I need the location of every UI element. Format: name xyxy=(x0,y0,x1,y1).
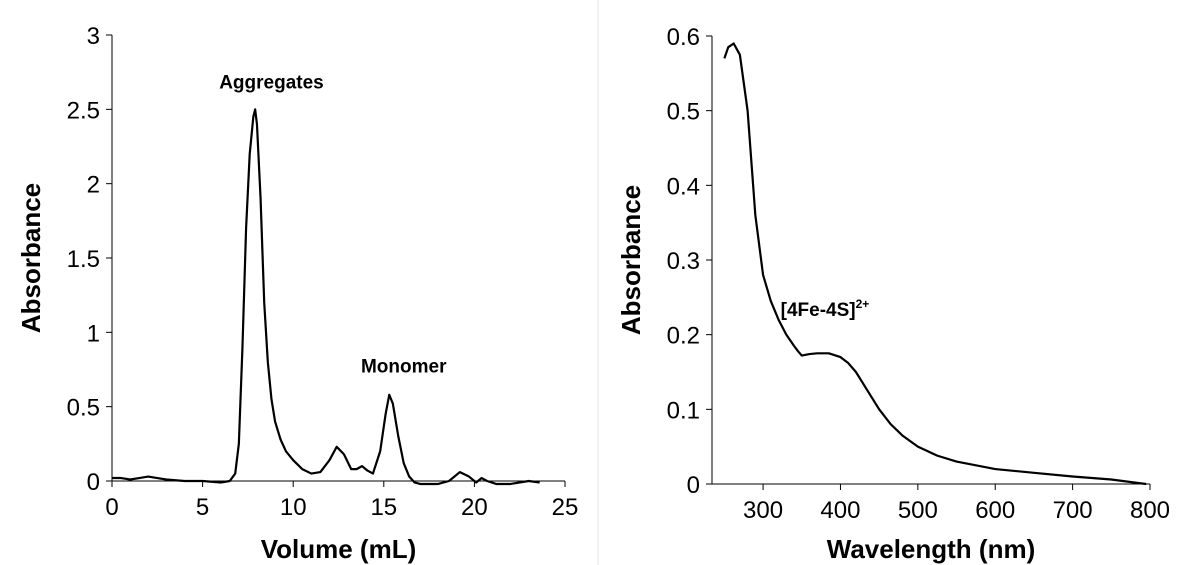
y-tick-label: 2 xyxy=(87,172,100,199)
y-tick-label: 2.5 xyxy=(67,97,100,124)
y-tick-label: 0.5 xyxy=(667,99,700,126)
x-tick-label: 400 xyxy=(820,497,860,524)
x-tick-label: 20 xyxy=(461,494,488,521)
x-tick-label: 700 xyxy=(1053,497,1093,524)
annotation-text: Monomer xyxy=(361,356,447,377)
x-axis-title: Wavelength (nm) xyxy=(827,534,1035,564)
y-tick-label: 0.2 xyxy=(667,323,700,350)
y-tick-label: 0.3 xyxy=(667,248,700,275)
y-tick-label: 0.1 xyxy=(667,397,700,424)
y-axis-title: Absorbance xyxy=(16,183,46,333)
annotation: [4Fe-4S]2+ xyxy=(781,297,870,321)
x-axis-title: Volume (mL) xyxy=(261,534,417,564)
x-tick-label: 0 xyxy=(105,494,118,521)
y-tick-label: 0 xyxy=(687,472,700,499)
annotation-text: [4Fe-4S] xyxy=(781,300,856,321)
y-tick-label: 1 xyxy=(87,320,100,347)
data-line xyxy=(723,42,1147,486)
data-line xyxy=(112,108,540,486)
y-tick-label: 0.5 xyxy=(67,395,100,422)
x-tick-label: 25 xyxy=(552,494,579,521)
y-axis-title: Absorbance xyxy=(616,185,646,335)
annotation-text: Aggregates xyxy=(219,73,324,94)
y-tick-label: 0.4 xyxy=(667,173,700,200)
y-tick-label: 0 xyxy=(87,469,100,496)
x-tick-label: 5 xyxy=(196,494,209,521)
x-tick-label: 15 xyxy=(370,494,397,521)
x-tick-label: 600 xyxy=(975,497,1015,524)
annotation: Aggregates xyxy=(219,73,324,94)
annotation: Monomer xyxy=(361,356,447,377)
annotation-superscript: 2+ xyxy=(856,297,870,311)
y-tick-label: 1.5 xyxy=(67,246,100,273)
y-tick-label: 0.6 xyxy=(667,24,700,51)
x-tick-label: 300 xyxy=(743,497,783,524)
x-tick-label: 500 xyxy=(898,497,938,524)
x-tick-label: 10 xyxy=(280,494,307,521)
x-tick-label: 800 xyxy=(1130,497,1170,524)
y-tick-label: 3 xyxy=(87,23,100,50)
